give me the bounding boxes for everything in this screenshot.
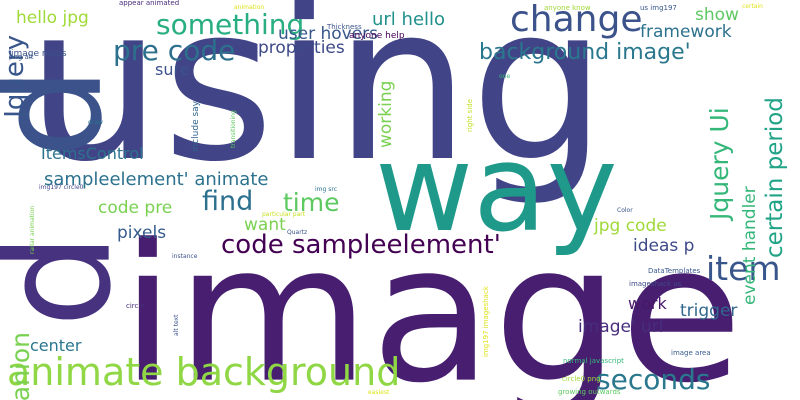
word: circle	[126, 302, 145, 310]
word: center	[30, 336, 82, 355]
word: normal javascript	[563, 357, 624, 365]
word: event handler	[740, 186, 760, 305]
word: background image'	[479, 40, 691, 65]
word: item	[706, 249, 781, 288]
word: work	[628, 294, 667, 313]
word: show	[695, 5, 739, 25]
word: image	[120, 203, 743, 400]
word: time	[283, 188, 340, 217]
word: circle0 png	[562, 375, 601, 383]
word: Thickness	[327, 23, 362, 31]
word: particular part	[262, 211, 306, 218]
word: draw	[88, 119, 103, 126]
word: using	[26, 0, 607, 209]
word: something	[156, 8, 305, 41]
word: anyone know	[544, 4, 591, 12]
word: image area	[671, 349, 711, 357]
word: code pre	[98, 198, 173, 218]
word: Quartz	[287, 229, 308, 236]
word: img197 imageshack	[482, 286, 490, 357]
word: find	[202, 186, 254, 217]
word: imageshack us	[629, 280, 682, 288]
word: url hello	[372, 9, 446, 30]
word: sure	[155, 60, 190, 79]
word: framework	[640, 22, 732, 42]
word: animation	[234, 4, 265, 11]
word: seconds	[596, 363, 711, 396]
word: growing outwards	[558, 388, 621, 396]
word: Jquery Ui	[705, 107, 734, 220]
word: certain period	[762, 97, 788, 258]
word: hello jpg	[16, 8, 89, 28]
word: right side	[466, 98, 474, 132]
word: working	[376, 80, 396, 148]
word: easiest	[368, 389, 390, 396]
word: anyone help	[349, 31, 405, 41]
word: Color	[617, 207, 633, 214]
word: user hovers	[278, 24, 379, 44]
word: appear animated	[119, 0, 180, 7]
word: instance	[172, 253, 198, 260]
word: p	[0, 232, 165, 328]
word: code sampleelement'	[221, 230, 501, 260]
word: img197 circle0	[39, 184, 84, 191]
word: transitioning	[230, 110, 237, 148]
word: way	[375, 120, 618, 259]
word: us img197	[640, 4, 677, 12]
word: jpg code	[594, 216, 667, 236]
word: properties	[258, 38, 345, 58]
word: trigger	[680, 301, 738, 321]
word: alt text	[173, 314, 180, 336]
word: pixels	[117, 223, 167, 243]
word: animate background	[7, 350, 401, 394]
word: one	[499, 73, 511, 80]
word: include say	[191, 101, 201, 152]
word: ItemsControl	[41, 144, 144, 163]
word: DataTemplates	[648, 267, 701, 275]
word: image' url	[578, 317, 664, 337]
word: sampleelement' animate	[44, 169, 269, 190]
word: certain	[742, 3, 763, 10]
word: image maps	[11, 49, 67, 59]
word: pre code	[113, 34, 236, 67]
word: png alt	[9, 53, 34, 61]
word: ideas p	[633, 236, 695, 256]
word: Jquery	[0, 35, 30, 118]
word: img src	[315, 186, 337, 193]
word: radar animation	[29, 205, 36, 254]
word: change	[510, 0, 643, 40]
word: want	[244, 215, 286, 235]
